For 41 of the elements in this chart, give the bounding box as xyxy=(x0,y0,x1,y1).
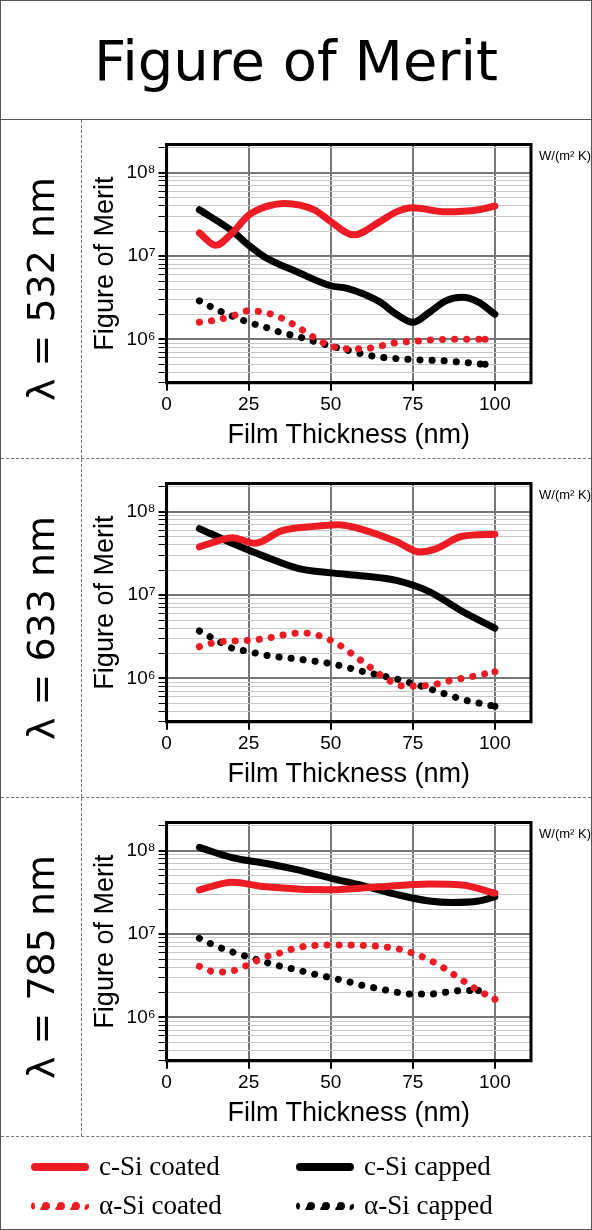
y-tick-label: 10⁶ xyxy=(126,666,156,688)
x-tick-label: 100 xyxy=(479,393,511,415)
y-axis-title: Figure of Merit xyxy=(88,176,119,351)
x-tick-label: 100 xyxy=(479,732,511,754)
legend-label: c-Si capped xyxy=(364,1151,491,1182)
x-axis-title: Film Thickness (nm) xyxy=(227,758,471,789)
legend-label: c-Si coated xyxy=(99,1151,220,1182)
legend-label: α-Si capped xyxy=(364,1190,493,1221)
x-axis-title: Film Thickness (nm) xyxy=(227,419,471,450)
chart-title: Figure of Merit xyxy=(1,1,591,120)
text: λ = 785 nm xyxy=(19,854,63,1080)
x-tick-label: 75 xyxy=(402,1071,424,1093)
y-tick-label: 10⁷ xyxy=(127,244,156,266)
x-tick-label: 50 xyxy=(320,1071,342,1093)
x-tick-label: 0 xyxy=(161,732,172,754)
text: W/(m² K) xyxy=(539,487,591,502)
y-tick-label: 10⁷ xyxy=(127,583,156,605)
x-tick-label: 50 xyxy=(320,393,342,415)
text: W/(m² K) xyxy=(539,826,591,841)
y-tick-label: 10⁶ xyxy=(126,327,156,349)
text: W/(m² K) xyxy=(539,148,591,163)
text: λ = 633 nm xyxy=(19,515,63,741)
x-tick-label: 75 xyxy=(402,732,424,754)
y-axis-title: Figure of Merit xyxy=(88,515,119,690)
legend-label: α-Si coated xyxy=(99,1190,222,1221)
y-axis-title: Figure of Merit xyxy=(88,854,119,1029)
x-tick-label: 25 xyxy=(238,732,260,754)
y-tick-label: 10⁶ xyxy=(126,1005,156,1027)
x-tick-label: 100 xyxy=(479,1071,511,1093)
y-tick-label: 10⁸ xyxy=(126,500,156,522)
text: λ = 532 nm xyxy=(19,176,63,402)
x-tick-label: 25 xyxy=(238,393,260,415)
y-tick-label: 10⁸ xyxy=(126,839,156,861)
x-tick-label: 0 xyxy=(161,393,172,415)
x-tick-label: 50 xyxy=(320,732,342,754)
x-tick-label: 75 xyxy=(402,393,424,415)
x-tick-label: 0 xyxy=(161,1071,172,1093)
x-axis-title: Film Thickness (nm) xyxy=(227,1097,471,1128)
y-tick-label: 10⁷ xyxy=(127,922,156,944)
y-tick-label: 10⁸ xyxy=(126,161,156,183)
x-tick-label: 25 xyxy=(238,1071,260,1093)
